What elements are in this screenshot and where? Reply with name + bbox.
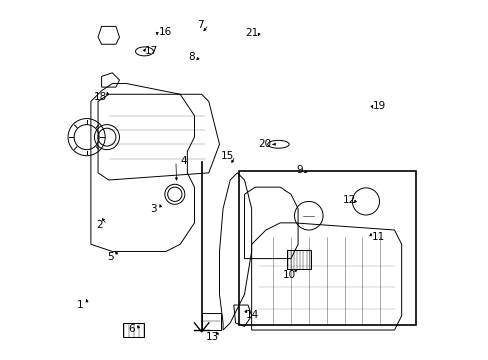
Text: 7: 7: [197, 19, 204, 30]
Text: 10: 10: [282, 270, 295, 280]
Text: 12: 12: [342, 195, 355, 204]
Text: 20: 20: [258, 139, 271, 149]
Text: 19: 19: [372, 101, 386, 111]
Text: 6: 6: [128, 324, 135, 334]
Text: 21: 21: [244, 28, 258, 38]
Text: 11: 11: [371, 232, 384, 242]
Bar: [239, 171, 415, 325]
Text: 9: 9: [296, 165, 303, 175]
Text: 18: 18: [94, 92, 107, 102]
Text: 16: 16: [158, 27, 171, 37]
Text: 4: 4: [180, 156, 187, 166]
Text: 3: 3: [150, 203, 156, 213]
Bar: [201, 313, 221, 330]
Text: 8: 8: [188, 52, 195, 62]
Bar: [287, 249, 310, 269]
Text: 1: 1: [77, 300, 83, 310]
Text: 17: 17: [145, 46, 158, 57]
Text: 5: 5: [107, 252, 114, 262]
Text: 2: 2: [96, 220, 102, 230]
Text: 13: 13: [205, 332, 219, 342]
Text: 15: 15: [220, 151, 233, 161]
Text: 14: 14: [245, 310, 259, 320]
Bar: [123, 323, 144, 337]
